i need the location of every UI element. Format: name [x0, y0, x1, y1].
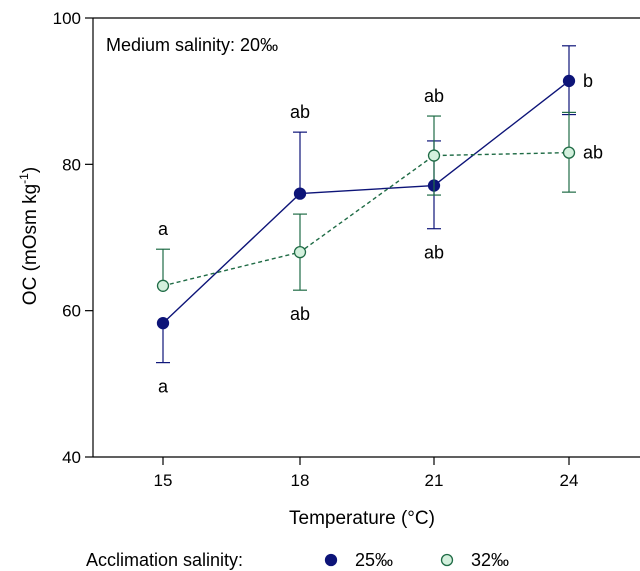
legend-label-1: 25‰ [355, 550, 393, 570]
series-2-letter-24: ab [583, 143, 603, 163]
series-1-line [162, 80, 570, 324]
series-1-letter-18: ab [290, 102, 310, 122]
legend-marker-1 [324, 553, 338, 567]
legend-marker-2 [440, 553, 454, 567]
series-1-letter-15: a [158, 377, 169, 397]
y-axis-label-superscript: -1 [17, 173, 31, 184]
y-axis-label-close: ) [20, 167, 41, 173]
series-2-point-18 [293, 245, 307, 259]
y-tick-label-60: 60 [62, 302, 81, 321]
series-1-letter-21: ab [424, 243, 444, 263]
series-1-point-24 [562, 74, 576, 88]
x-tick-label-21: 21 [425, 471, 444, 490]
series-2-letter-21: ab [424, 86, 444, 106]
legend-label-2: 32‰ [471, 550, 509, 570]
y-axis-label: OC (mOsm kg-1) [17, 167, 41, 305]
series-2-point-21 [427, 149, 441, 162]
y-tick-label-100: 100 [53, 9, 81, 28]
x-tick-label-15: 15 [154, 471, 173, 490]
series-2-line [162, 151, 570, 287]
x-axis-label: Temperature (°C) [289, 508, 435, 529]
legend-items: 25‰ 32‰ [324, 550, 509, 570]
y-axis-label-main: OC (mOsm kg [20, 184, 41, 305]
series-1: a ab ab b [156, 45, 593, 397]
series-2-point-15 [156, 279, 170, 292]
legend: Acclimation salinity: 25‰ 32‰ [86, 550, 509, 570]
y-tick-label-80: 80 [62, 155, 81, 174]
series-1-point-15 [156, 316, 170, 330]
x-tick-label-18: 18 [291, 471, 310, 490]
x-tick-label-24: 24 [560, 471, 579, 490]
series-2: a ab ab ab [156, 86, 603, 324]
series-1-point-18 [293, 187, 307, 200]
series-2-point-24 [562, 146, 576, 159]
legend-title: Acclimation salinity: [86, 550, 243, 570]
y-tick-label-40: 40 [62, 448, 81, 467]
axes: 40 60 80 100 15 18 21 24 [53, 9, 640, 490]
series-2-letter-15: a [158, 219, 169, 239]
series-2-letter-18: ab [290, 304, 310, 324]
annotation-medium-salinity: Medium salinity: 20‰ [106, 35, 278, 55]
series-layer: a ab ab b a ab ab ab [156, 45, 603, 397]
series-1-letter-24: b [583, 71, 593, 91]
